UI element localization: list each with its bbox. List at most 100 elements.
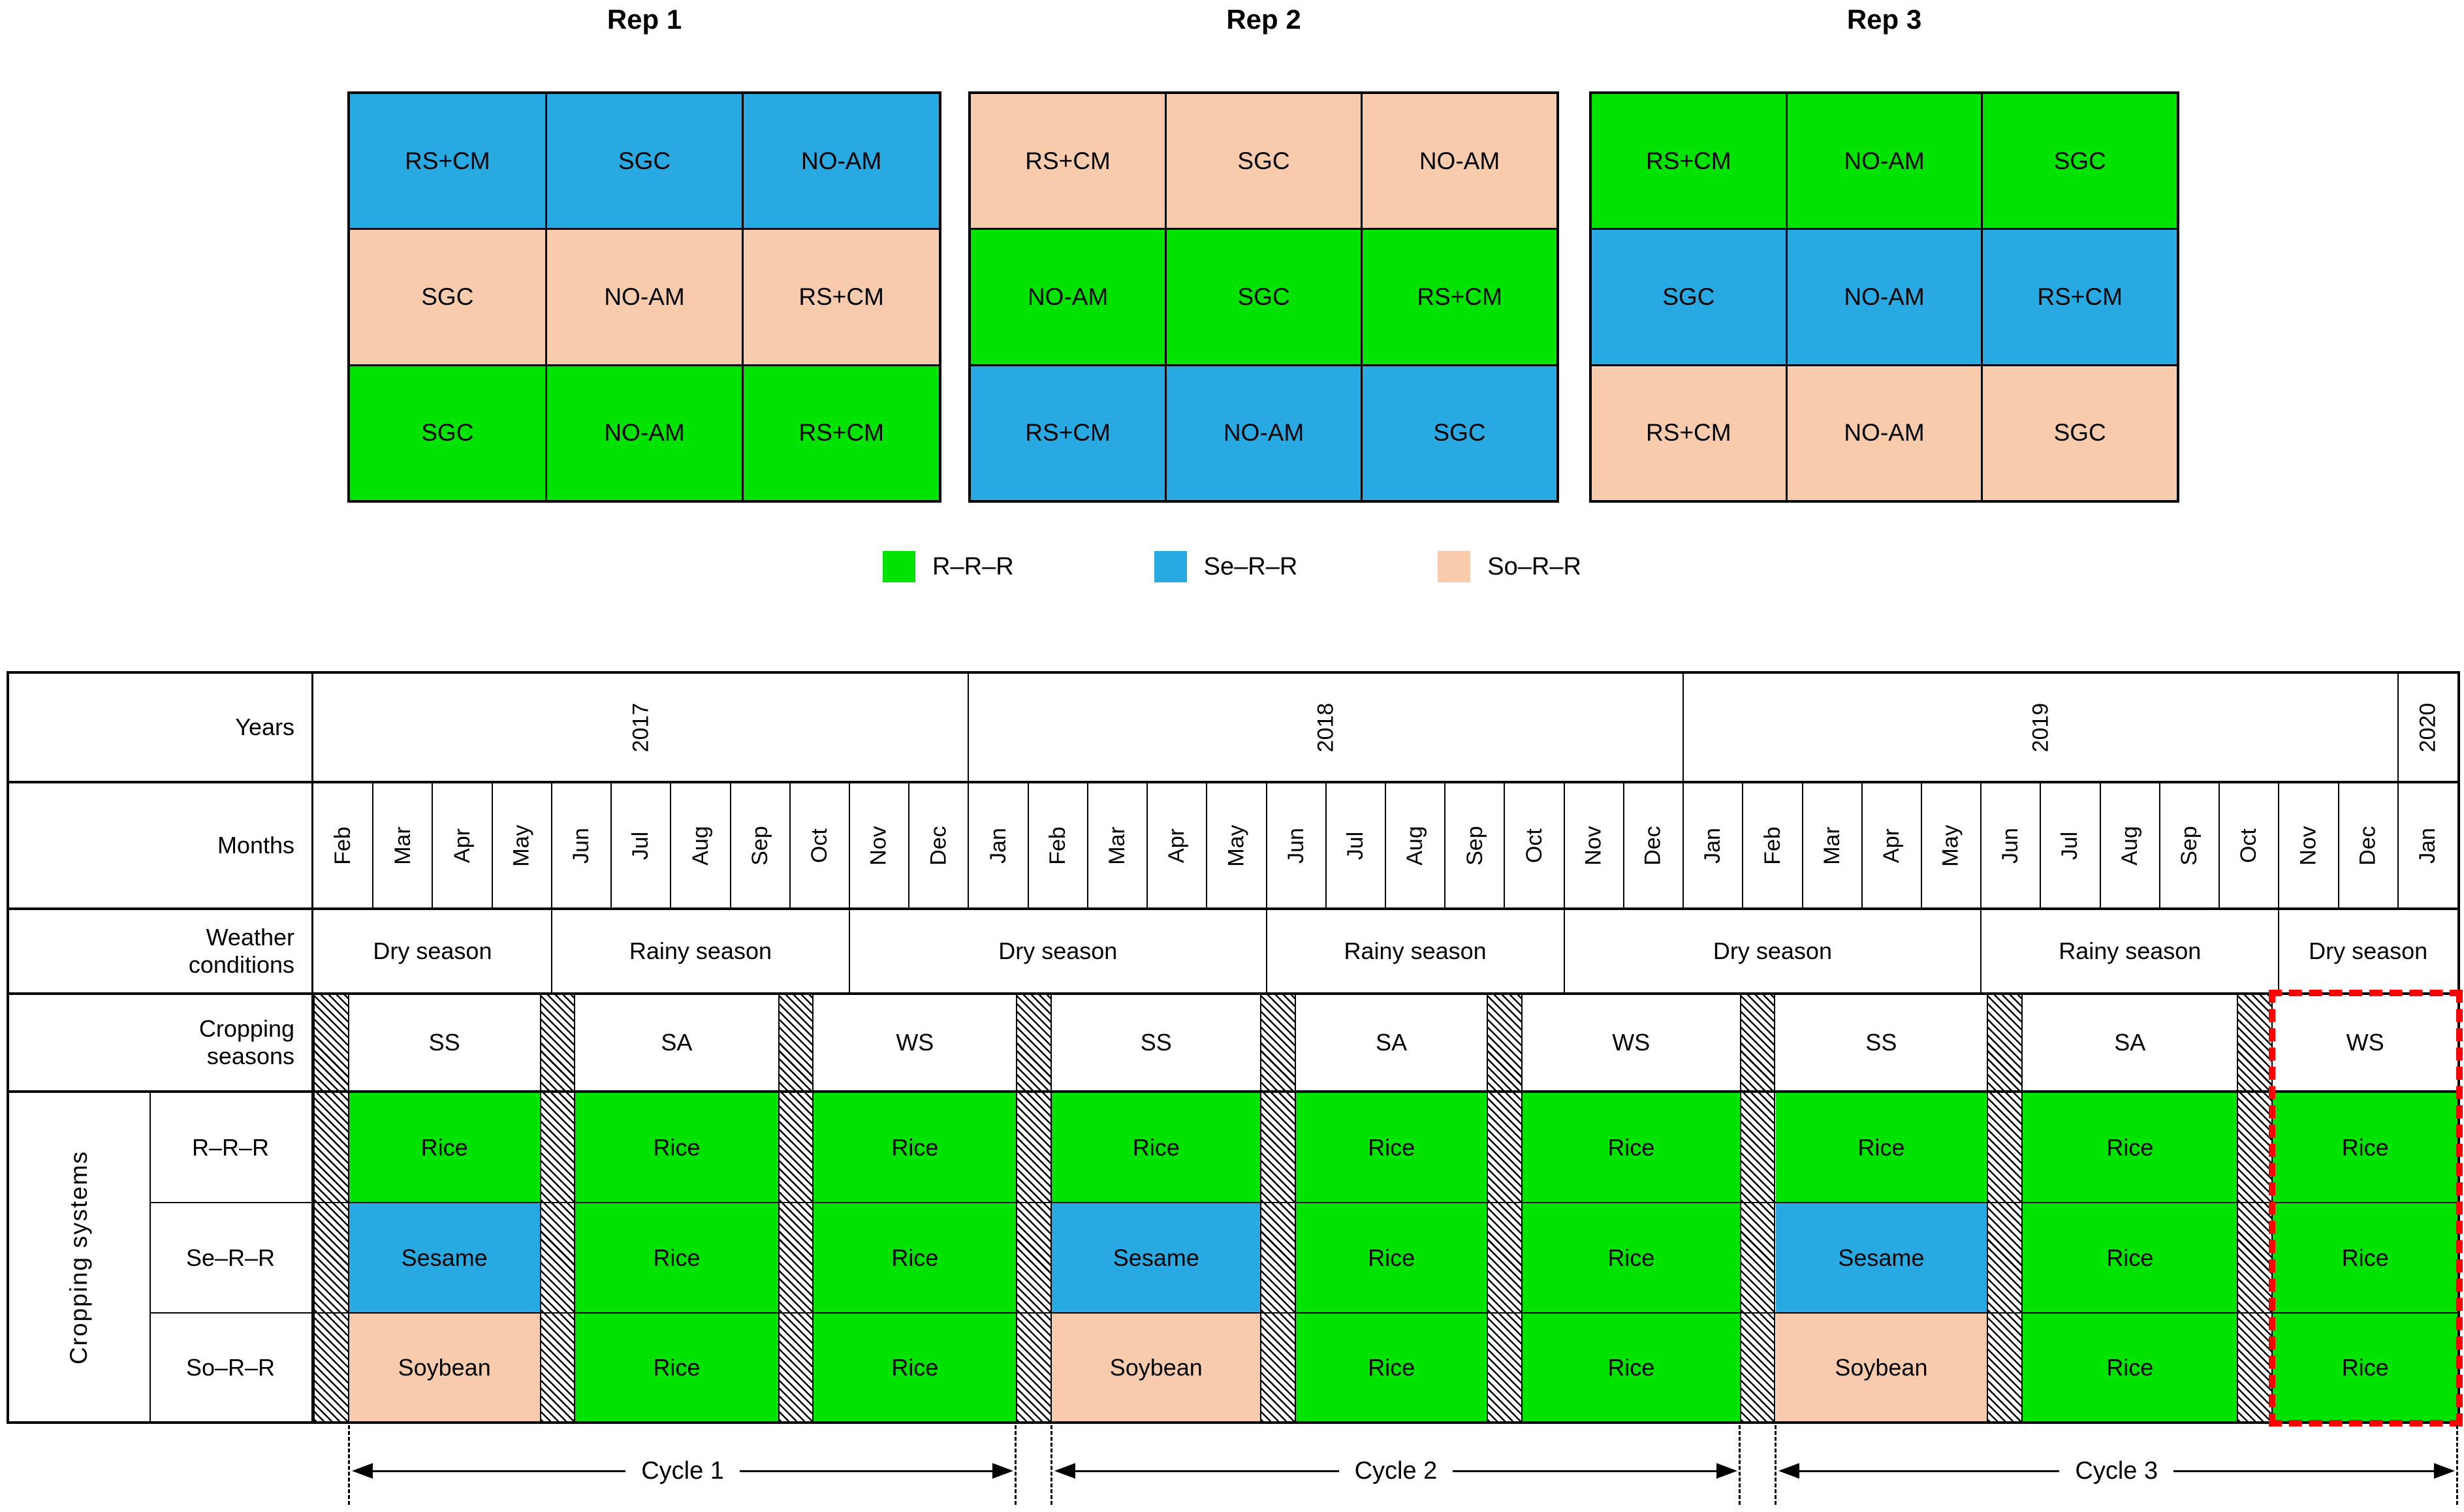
month-divider [1146, 781, 1148, 907]
arrow-right-head [992, 1463, 1014, 1479]
crop-cell: Rice [813, 1314, 1017, 1421]
system-label: R–R–R [191, 1133, 270, 1161]
season-cell: SA [2023, 995, 2237, 1090]
rep-title: Rep 1 [607, 4, 682, 35]
weather-cell: Rainy season [1267, 910, 1564, 992]
rep-title: Rep 2 [1226, 4, 1301, 35]
crop-cell: Soybean [349, 1314, 540, 1421]
rep-plot-cell: SGC [1983, 366, 2177, 500]
year-divider [968, 674, 970, 781]
cycle-boundary-dashed-line [1015, 1425, 1017, 1505]
rep-plot-cell: NO-AM [546, 230, 742, 364]
crop-cell: Soybean [1052, 1314, 1261, 1421]
weather-divider [550, 907, 552, 992]
month-text: Feb [330, 826, 356, 865]
year-text: 2019 [2027, 702, 2053, 752]
weather-text: Rainy season [1344, 937, 1487, 964]
month-cell: May [1207, 783, 1266, 907]
month-divider [491, 781, 493, 907]
month-divider [610, 781, 612, 907]
arrow-line [1453, 1470, 1716, 1472]
systems-divider [150, 1093, 151, 1421]
land-prep-hatch-bar [313, 995, 349, 1421]
arrow-line [372, 1470, 626, 1472]
grid-hline [9, 781, 2457, 783]
month-cell: Nov [1564, 783, 1624, 907]
land-prep-hatch-bar [1987, 995, 2023, 1421]
month-divider [2040, 781, 2042, 907]
rep-plot-cell: SGC [1983, 94, 2177, 228]
rep-plot-cell: SGC [350, 230, 545, 364]
land-prep-hatch-bar [1739, 995, 1776, 1421]
cycle-label: Cycle 2 [1354, 1457, 1438, 1485]
month-cell: Oct [1504, 783, 1564, 907]
season-cell: WS [1522, 995, 1740, 1090]
crop-cell: Sesame [1775, 1203, 1987, 1312]
rep-plot-cell: RS+CM [744, 230, 939, 364]
month-divider [1980, 781, 1982, 907]
crop-cell: Rice [2273, 1203, 2457, 1312]
grid-hline [150, 1312, 2457, 1314]
cycle-boundary-dashed-line [347, 1425, 350, 1505]
month-cell: Dec [1624, 783, 1683, 907]
rep-plot-cell: RS+CM [744, 366, 939, 500]
crop-cell: Rice [349, 1093, 540, 1202]
crop-cell: Rice [1522, 1314, 1740, 1421]
season-cell: WS [813, 995, 1017, 1090]
month-cell: Apr [1147, 783, 1207, 907]
month-cell: Nov [2279, 783, 2338, 907]
rep-plot-cell: RS+CM [1592, 94, 1786, 228]
month-divider [2158, 781, 2160, 907]
month-text: Oct [1521, 828, 1547, 863]
years-row-label: Years [235, 714, 294, 740]
rep-plot-cell: RS+CM [1363, 230, 1556, 364]
month-text: Nov [1581, 825, 1606, 866]
month-cell: Mar [373, 783, 432, 907]
arrow-line [2173, 1470, 2434, 1472]
month-divider [2278, 781, 2280, 907]
legend-label: Se–R–R [1203, 552, 1298, 580]
month-text: Aug [1402, 825, 1428, 866]
month-divider [729, 781, 731, 907]
month-cell: Aug [671, 783, 730, 907]
month-divider [1325, 781, 1327, 907]
month-cell: Jun [1267, 783, 1326, 907]
grid-hline [150, 1202, 2457, 1203]
month-cell: Apr [432, 783, 492, 907]
month-text: Mar [1819, 826, 1844, 865]
crop-cell: Rice [1775, 1093, 1987, 1202]
weather-cell: Dry season [313, 910, 552, 992]
weather-cell: Dry season [2279, 910, 2457, 992]
weather-cell: Dry season [849, 910, 1267, 992]
month-divider [2337, 781, 2339, 907]
arrow-left-head [1778, 1463, 1799, 1479]
crop-cell: Rice [2273, 1093, 2457, 1202]
legend-label: So–R–R [1487, 552, 1581, 580]
weather-divider [1980, 907, 1982, 992]
month-cell: Sep [731, 783, 790, 907]
legend-swatch [1438, 551, 1471, 582]
cycle-arrow: Cycle 2 [1054, 1457, 1737, 1485]
month-divider [2099, 781, 2101, 907]
month-divider [670, 781, 672, 907]
cycle-boundary-dashed-line [1738, 1425, 1741, 1505]
crop-cell: Rice [575, 1314, 778, 1421]
systems-column-text: Cropping systems [65, 1150, 93, 1364]
cycle-label: Cycle 3 [2075, 1457, 2158, 1485]
year-cell: 2019 [1683, 674, 2398, 781]
grid-hline [9, 1090, 2457, 1093]
month-divider [968, 781, 970, 907]
month-cell: Sep [2160, 783, 2219, 907]
month-cell: May [1921, 783, 1981, 907]
month-text: Sep [1462, 825, 1487, 866]
month-divider [2397, 781, 2399, 907]
month-divider [1504, 781, 1506, 907]
crop-cell: Soybean [1775, 1314, 1987, 1421]
month-text: May [1224, 824, 1249, 867]
month-divider [1086, 781, 1088, 907]
legend-item: So–R–R [1438, 551, 1581, 582]
rep-plot-cell: NO-AM [546, 366, 742, 500]
month-divider [1027, 781, 1029, 907]
year-divider [2397, 674, 2399, 781]
